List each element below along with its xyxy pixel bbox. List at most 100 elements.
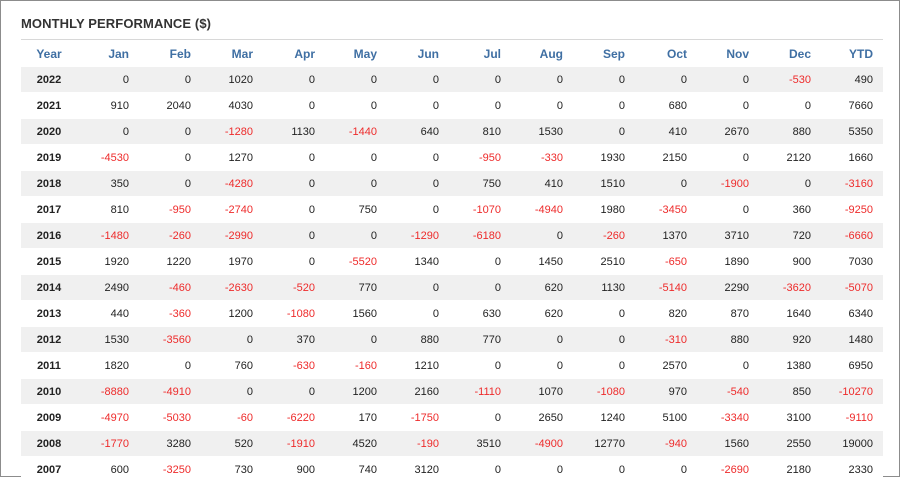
value-cell: 750 [449, 171, 511, 197]
value-cell: 370 [263, 327, 325, 353]
value-cell: 620 [511, 275, 573, 301]
value-cell: 0 [449, 67, 511, 93]
column-header-nov: Nov [697, 41, 759, 67]
value-cell: -940 [635, 431, 697, 457]
value-cell: 1130 [263, 119, 325, 145]
value-cell: 600 [77, 457, 139, 482]
value-cell: 2120 [759, 145, 821, 171]
value-cell: -6660 [821, 223, 883, 249]
column-header-may: May [325, 41, 387, 67]
value-cell: 0 [449, 275, 511, 301]
value-cell: -310 [635, 327, 697, 353]
value-cell: -6220 [263, 405, 325, 431]
value-cell: -650 [635, 249, 697, 275]
value-cell: 0 [139, 67, 201, 93]
column-header-ytd: YTD [821, 41, 883, 67]
year-cell: 2012 [21, 327, 77, 353]
year-cell: 2018 [21, 171, 77, 197]
year-cell: 2010 [21, 379, 77, 405]
value-cell: 0 [263, 249, 325, 275]
value-cell: 1890 [697, 249, 759, 275]
value-cell: 1020 [201, 67, 263, 93]
year-cell: 2007 [21, 457, 77, 482]
value-cell: 1130 [573, 275, 635, 301]
panel-title: MONTHLY PERFORMANCE ($) [21, 16, 211, 31]
column-header-dec: Dec [759, 41, 821, 67]
value-cell: 0 [511, 223, 573, 249]
year-cell: 2016 [21, 223, 77, 249]
value-cell: 0 [263, 223, 325, 249]
value-cell: 2570 [635, 353, 697, 379]
value-cell: 730 [201, 457, 263, 482]
value-cell: -1480 [77, 223, 139, 249]
value-cell: -3340 [697, 405, 759, 431]
value-cell: -9110 [821, 405, 883, 431]
value-cell: 1200 [325, 379, 387, 405]
value-cell: 630 [449, 301, 511, 327]
value-cell: 0 [263, 171, 325, 197]
value-cell: -1280 [201, 119, 263, 145]
value-cell: 0 [201, 327, 263, 353]
value-cell: 0 [511, 93, 573, 119]
value-cell: 2180 [759, 457, 821, 482]
value-cell: 0 [573, 353, 635, 379]
value-cell: -10270 [821, 379, 883, 405]
value-cell: 880 [759, 119, 821, 145]
value-cell: 0 [511, 457, 573, 482]
value-cell: 0 [325, 145, 387, 171]
title-divider [21, 39, 883, 40]
value-cell: -3620 [759, 275, 821, 301]
value-cell: 2330 [821, 457, 883, 482]
value-cell: 820 [635, 301, 697, 327]
year-cell: 2017 [21, 197, 77, 223]
value-cell: 770 [325, 275, 387, 301]
value-cell: 0 [635, 171, 697, 197]
value-cell: 0 [759, 171, 821, 197]
value-cell: 0 [573, 301, 635, 327]
value-cell: -4280 [201, 171, 263, 197]
value-cell: 1660 [821, 145, 883, 171]
value-cell: 5350 [821, 119, 883, 145]
value-cell: 1450 [511, 249, 573, 275]
value-cell: 0 [635, 457, 697, 482]
value-cell: 7030 [821, 249, 883, 275]
value-cell: -4910 [139, 379, 201, 405]
value-cell: 760 [201, 353, 263, 379]
value-cell: 910 [77, 93, 139, 119]
value-cell: -5140 [635, 275, 697, 301]
value-cell: 2160 [387, 379, 449, 405]
value-cell: 0 [387, 93, 449, 119]
value-cell: -1080 [263, 301, 325, 327]
value-cell: -260 [573, 223, 635, 249]
value-cell: 0 [387, 67, 449, 93]
value-cell: 1930 [573, 145, 635, 171]
value-cell: -330 [511, 145, 573, 171]
value-cell: 3100 [759, 405, 821, 431]
value-cell: 350 [77, 171, 139, 197]
value-cell: -5070 [821, 275, 883, 301]
value-cell: 740 [325, 457, 387, 482]
value-cell: 0 [573, 67, 635, 93]
value-cell: 410 [635, 119, 697, 145]
year-cell: 2008 [21, 431, 77, 457]
value-cell: 810 [449, 119, 511, 145]
value-cell: 360 [759, 197, 821, 223]
year-cell: 2015 [21, 249, 77, 275]
value-cell: -160 [325, 353, 387, 379]
value-cell: 0 [263, 93, 325, 119]
value-cell: -1070 [449, 197, 511, 223]
value-cell: 1530 [511, 119, 573, 145]
year-cell: 2022 [21, 67, 77, 93]
year-cell: 2011 [21, 353, 77, 379]
value-cell: -6180 [449, 223, 511, 249]
